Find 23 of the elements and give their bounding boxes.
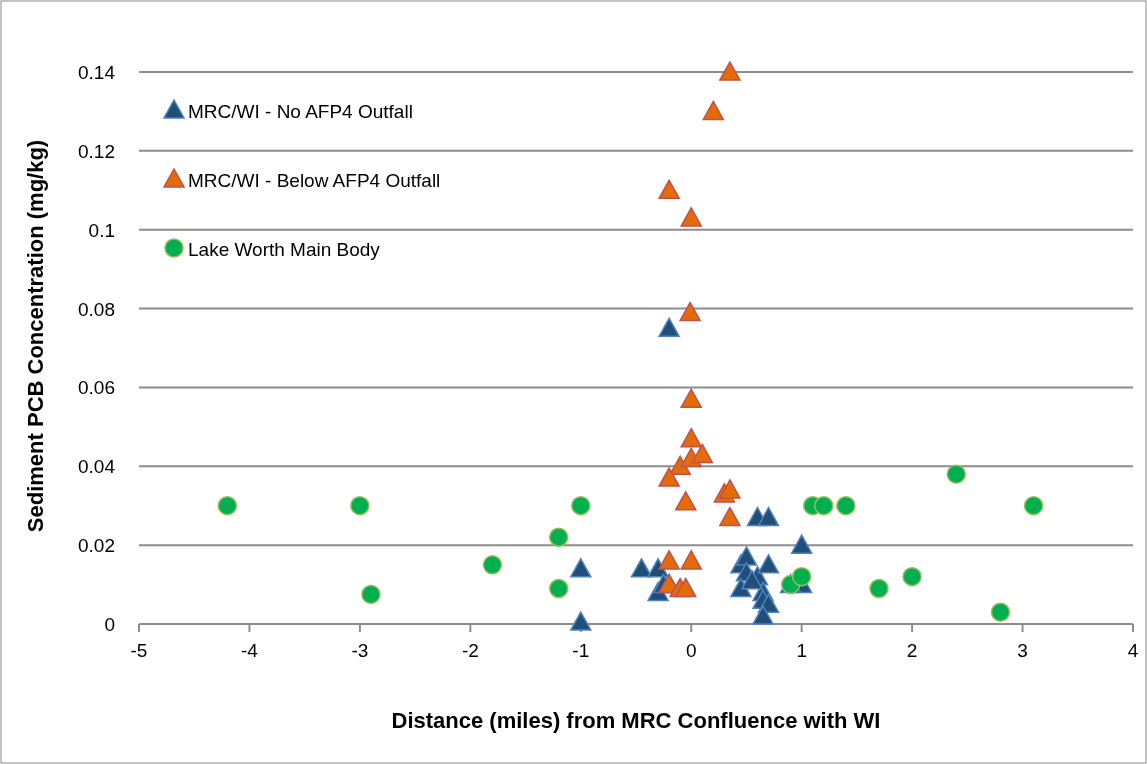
x-tick-label: -1 <box>572 640 590 661</box>
y-tick-label: 0.06 <box>78 377 115 399</box>
x-tick-label: 4 <box>1127 640 1139 661</box>
x-tick-label: -3 <box>351 640 369 661</box>
y-tick-label: 0.12 <box>78 140 115 162</box>
x-tick-label: 3 <box>1017 640 1028 661</box>
y-tick-label: 0.1 <box>88 219 115 241</box>
x-tick-label: -2 <box>461 640 479 661</box>
x-tick-label: 1 <box>796 640 807 661</box>
legend-label: MRC/WI - Below AFP4 Outfall <box>188 170 441 191</box>
x-tick-label: 0 <box>685 640 697 661</box>
y-tick-label: 0.14 <box>78 62 116 83</box>
y-tick-label: 0.08 <box>78 298 115 320</box>
x-tick-label: -4 <box>240 640 259 661</box>
x-tick-label: 2 <box>906 640 918 661</box>
y-axis-title: Sediment PCB Concentration (mg/kg) <box>23 139 48 533</box>
legend-label: MRC/WI - No AFP4 Outfall <box>188 101 413 122</box>
y-tick-label: 0.02 <box>78 535 115 557</box>
y-tick-label: 0 <box>104 614 115 635</box>
x-axis-title: Distance (miles) from MRC Confluence with WI <box>391 708 881 733</box>
legend-label: Lake Worth Main Body <box>188 239 381 260</box>
y-tick-label: 0.04 <box>78 456 116 478</box>
x-tick-label: -5 <box>130 640 148 661</box>
